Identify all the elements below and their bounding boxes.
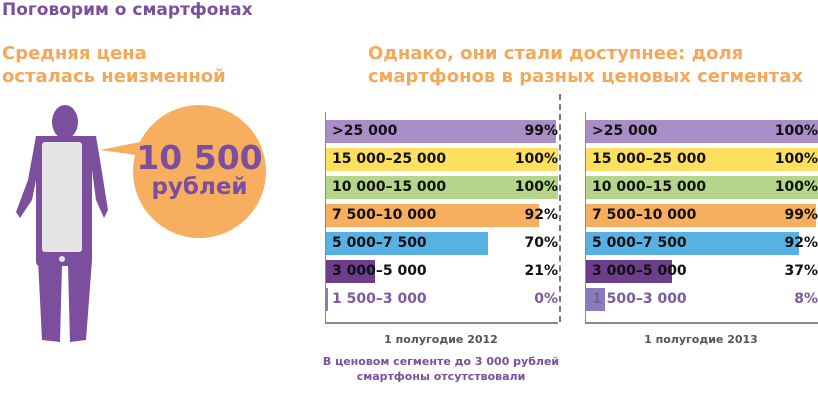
right-heading: Однако, они стали доступнее: доля смартф…	[368, 42, 803, 88]
value-label: 100%	[774, 123, 818, 139]
category-label: 15 000–25 000	[332, 151, 447, 167]
category-label: 1 500–3 000	[592, 291, 687, 307]
series-label-2013: 1 полугодие 2013	[644, 333, 758, 346]
value-label: 0%	[534, 291, 558, 307]
bar-row: 10 000–15 000 100%	[326, 176, 562, 199]
bar-row: 1 500–3 000 8%	[586, 288, 818, 311]
category-label: >25 000	[592, 123, 658, 139]
bar	[326, 204, 540, 227]
category-label: 1 500–3 000	[332, 291, 427, 307]
bar-row: 10 000–15 000 100%	[586, 176, 818, 199]
bar	[586, 120, 818, 143]
page-title: Поговорим о смартфонах	[2, 0, 253, 20]
bar-row: 5 000–7 500 70%	[326, 232, 562, 255]
value-label: 99%	[784, 207, 818, 223]
series-label-2012: 1 полугодие 2012	[384, 333, 498, 346]
bar	[586, 204, 816, 227]
category-label: 10 000–15 000	[332, 179, 447, 195]
chart-panel-2013: >25 000 100% 15 000–25 000 100% 10 000–15 00…	[585, 112, 818, 324]
category-label: 7 500–10 000	[592, 207, 697, 223]
chart-note: В ценовом сегменте до 3 000 рублей смарт…	[322, 355, 560, 383]
category-label: 3 000–5 000	[332, 263, 427, 279]
value-label: 92%	[784, 235, 818, 251]
price-value: 10 500	[136, 138, 263, 177]
value-label: 100%	[514, 179, 558, 195]
bar-row: >25 000 99%	[326, 120, 562, 143]
category-label: 5 000–7 500	[592, 235, 687, 251]
bar-row: 15 000–25 000 100%	[586, 148, 818, 171]
axis-100-line	[559, 94, 561, 322]
bar	[326, 148, 558, 171]
bar-row: 15 000–25 000 100%	[326, 148, 562, 171]
category-label: 5 000–7 500	[332, 235, 427, 251]
chart-panel-2012: >25 000 99% 15 000–25 000 100% 10 000–15 000…	[325, 94, 561, 324]
left-heading: Средняя цена осталась неизменной	[2, 42, 226, 88]
value-label: 100%	[774, 151, 818, 167]
left-heading-line: осталась неизменной	[2, 66, 226, 87]
right-heading-line: Однако, они стали доступнее: доля	[368, 43, 744, 64]
bar-row: >25 000 100%	[586, 120, 818, 143]
left-heading-line: Средняя цена	[2, 43, 147, 64]
bar-row: 1 500–3 000 0%	[326, 288, 562, 311]
bar-row: 7 500–10 000 99%	[586, 204, 818, 227]
value-label: 100%	[774, 179, 818, 195]
price-unit: рублей	[151, 174, 248, 200]
category-label: >25 000	[332, 123, 398, 139]
price-bubble: 10 500 рублей	[133, 105, 266, 238]
bar-row: 7 500–10 000 92%	[326, 204, 562, 227]
value-label: 21%	[524, 263, 558, 279]
bar	[586, 232, 800, 255]
bar	[326, 260, 375, 283]
bar	[326, 176, 558, 199]
bar-row: 3 000–5 000 37%	[586, 260, 818, 283]
bar	[586, 260, 672, 283]
bar	[586, 288, 605, 311]
value-label: 8%	[794, 291, 818, 307]
value-label: 99%	[524, 123, 558, 139]
value-label: 37%	[784, 263, 818, 279]
category-label: 7 500–10 000	[332, 207, 437, 223]
value-label: 70%	[524, 235, 558, 251]
right-heading-line: смартфонов в разных ценовых сегментах	[368, 66, 803, 87]
value-label: 92%	[524, 207, 558, 223]
bar	[326, 288, 328, 311]
category-label: 10 000–15 000	[592, 179, 707, 195]
value-label: 100%	[514, 151, 558, 167]
person-with-phone-icon	[16, 105, 108, 342]
bar-row: 3 000–5 000 21%	[326, 260, 562, 283]
category-label: 3 000–5 000	[592, 263, 687, 279]
bar	[586, 148, 818, 171]
bar	[326, 120, 556, 143]
bar-row: 5 000–7 500 92%	[586, 232, 818, 255]
bar	[586, 176, 818, 199]
bar	[326, 232, 489, 255]
category-label: 15 000–25 000	[592, 151, 707, 167]
